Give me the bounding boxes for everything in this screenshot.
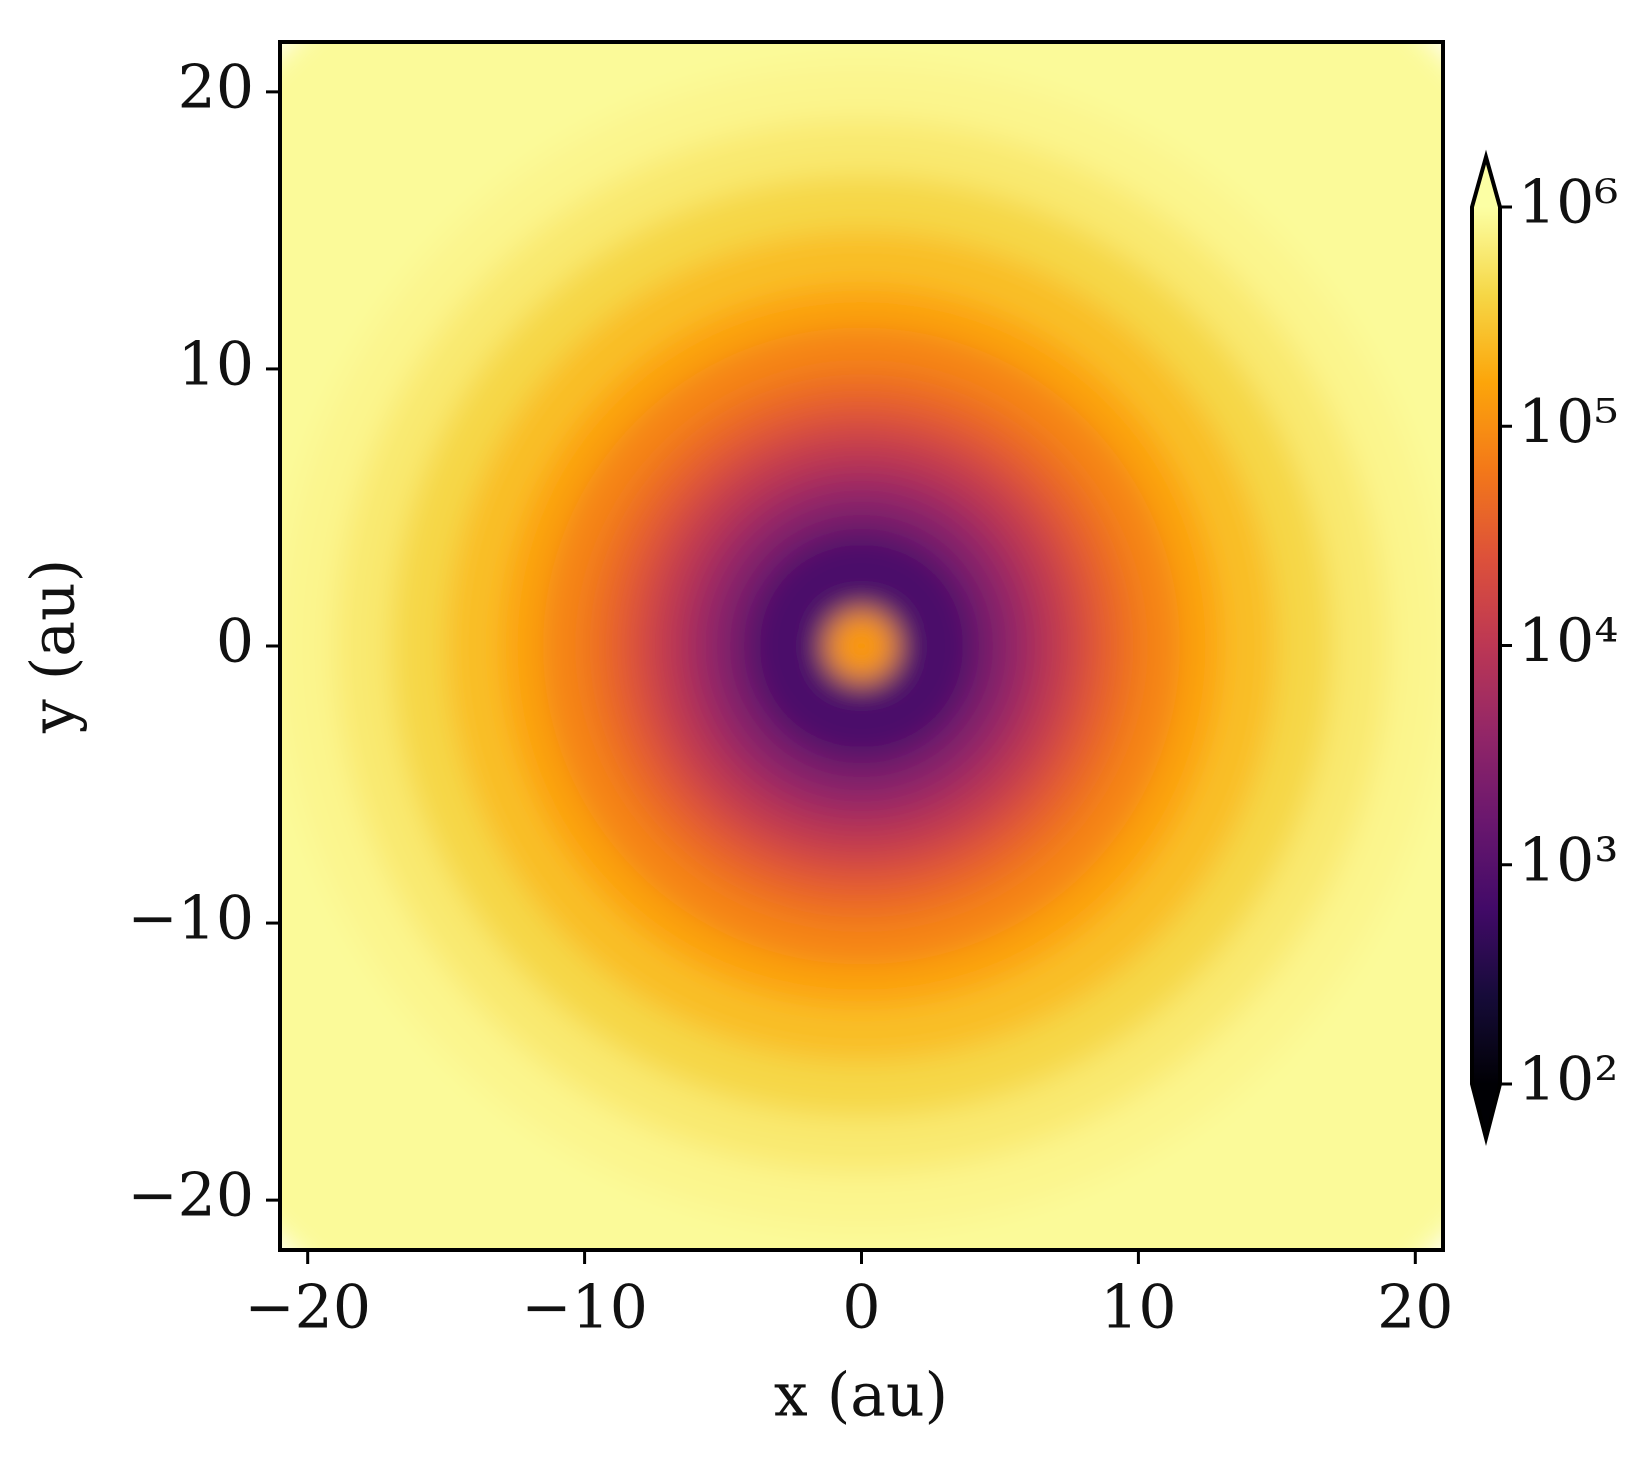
x-axis-label: x (au) bbox=[774, 1361, 948, 1431]
x-tick-label: −20 bbox=[244, 1273, 371, 1343]
y-tick-label: 20 bbox=[178, 52, 254, 122]
y-tick-label: 10 bbox=[178, 329, 254, 399]
colorbar-tick-label: 10² bbox=[1518, 1045, 1618, 1115]
x-tick-label: 0 bbox=[842, 1273, 880, 1343]
y-tick-label: −10 bbox=[127, 884, 254, 954]
x-tick-label: −10 bbox=[521, 1273, 648, 1343]
heatmap bbox=[280, 42, 1443, 1250]
y-tick-label: 0 bbox=[216, 607, 254, 677]
colorbar-tick-label: 10⁴ bbox=[1518, 606, 1618, 676]
x-tick-label: 10 bbox=[1100, 1273, 1176, 1343]
colorbar-extend-max bbox=[1472, 157, 1500, 207]
y-tick-label: −20 bbox=[127, 1161, 254, 1231]
colorbar bbox=[1472, 207, 1500, 1084]
colorbar-tick-label: 10⁶ bbox=[1518, 168, 1618, 238]
colorbar-extend-min bbox=[1472, 1084, 1500, 1138]
colorbar-tick-label: 10⁵ bbox=[1518, 387, 1618, 457]
y-axis-label: y (au) bbox=[19, 559, 89, 734]
colorbar-tick-label: 10³ bbox=[1518, 825, 1618, 895]
density-ring bbox=[825, 610, 898, 682]
x-tick-label: 20 bbox=[1377, 1273, 1453, 1343]
